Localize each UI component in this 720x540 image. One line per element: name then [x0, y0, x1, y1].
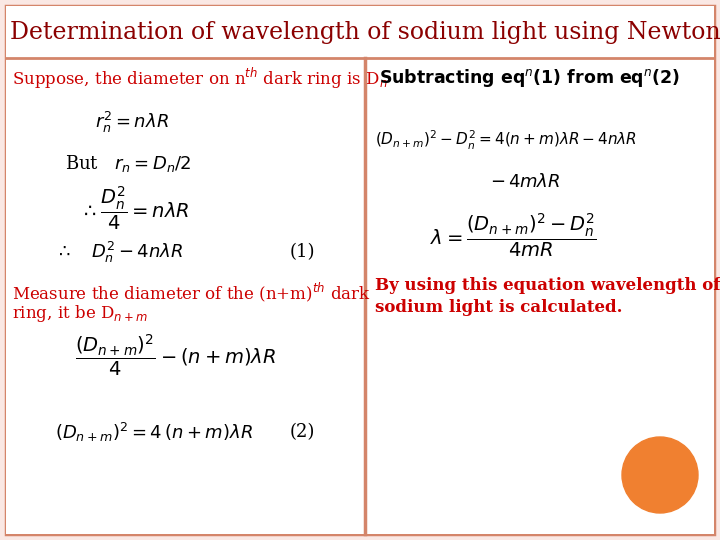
Text: $\lambda = \dfrac{(D_{n+m})^2 - D_n^2}{4mR}$: $\lambda = \dfrac{(D_{n+m})^2 - D_n^2}{4… — [430, 211, 597, 259]
Text: $\dfrac{(D_{n+m})^2}{4} - (n+m)\lambda R$: $\dfrac{(D_{n+m})^2}{4} - (n+m)\lambda R… — [75, 332, 276, 377]
Text: $\therefore\dfrac{D_n^2}{4} = n\lambda R$: $\therefore\dfrac{D_n^2}{4} = n\lambda R… — [80, 184, 189, 232]
Bar — [365, 58, 714, 534]
Text: sodium light is calculated.: sodium light is calculated. — [375, 299, 623, 315]
Text: $\therefore \quad D_n^2 - 4n\lambda R$: $\therefore \quad D_n^2 - 4n\lambda R$ — [55, 239, 183, 265]
Text: Determination of wavelength of sodium light using Newton’s Rings: Determination of wavelength of sodium li… — [10, 21, 720, 44]
Text: $-\,4m\lambda R$: $-\,4m\lambda R$ — [490, 173, 560, 191]
Text: Measure the diameter of the (n+m)$^{th}$ dark: Measure the diameter of the (n+m)$^{th}$… — [12, 280, 371, 303]
Text: But   $r_n = D_n/2$: But $r_n = D_n/2$ — [65, 153, 192, 174]
Text: $(D_{n+m})^2 = 4\,(n+m)\lambda R$: $(D_{n+m})^2 = 4\,(n+m)\lambda R$ — [55, 421, 253, 443]
Circle shape — [622, 437, 698, 513]
Text: (2): (2) — [290, 423, 315, 441]
Text: $(D_{n+m})^2 - D_n^2 = 4(n+m)\lambda R - 4n\lambda R$: $(D_{n+m})^2 - D_n^2 = 4(n+m)\lambda R -… — [375, 129, 637, 152]
Text: $r_n^2 = n\lambda R$: $r_n^2 = n\lambda R$ — [95, 110, 168, 134]
Text: Suppose, the diameter on n$^{th}$ dark ring is D$_n$: Suppose, the diameter on n$^{th}$ dark r… — [12, 65, 387, 91]
Bar — [6, 58, 365, 534]
Text: Subtracting eq$^n$(1) from eq$^n$(2): Subtracting eq$^n$(1) from eq$^n$(2) — [379, 67, 680, 89]
Bar — [6, 6, 714, 58]
Text: ring, it be D$_{n+m}$: ring, it be D$_{n+m}$ — [12, 303, 148, 325]
Text: By using this equation wavelength of: By using this equation wavelength of — [375, 276, 720, 294]
Text: (1): (1) — [290, 243, 315, 261]
